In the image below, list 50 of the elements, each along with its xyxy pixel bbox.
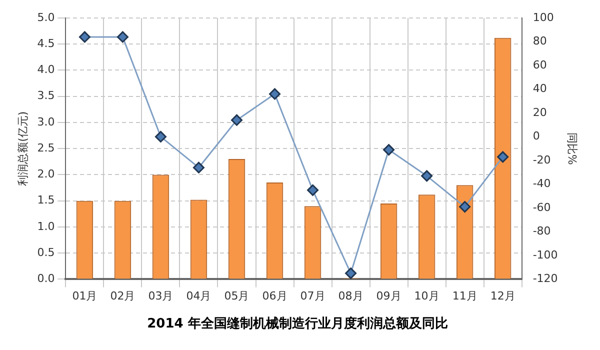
y-tick-label: 1.5	[37, 194, 55, 207]
y-axis-title: 利润总额(亿元)	[16, 111, 30, 186]
y2-axis-title: 同比%	[566, 132, 579, 165]
text: 2014 年全国缝制机械制造行业月度利润总额及同比	[147, 316, 448, 332]
x-tick-label: 07月	[300, 290, 326, 303]
x-tick-label: 05月	[224, 290, 250, 303]
point	[154, 130, 166, 142]
y-tick-label: 2.0	[37, 168, 55, 181]
y-tick-label: 5.0	[37, 10, 55, 24]
point	[307, 184, 319, 196]
x-tick-label: 03月	[148, 290, 174, 303]
y2-tick-label: -20	[532, 153, 551, 166]
y2-tick-label: -100	[532, 248, 558, 262]
y-tick-label: 1.0	[37, 220, 55, 233]
y-tick-label: 0.5	[37, 246, 55, 259]
y-tick-label: 4.0	[37, 63, 55, 76]
y2-tick-label: -40	[532, 177, 551, 190]
point	[497, 151, 509, 163]
y-tick-label: 4.5	[37, 36, 55, 50]
y2-tick-label: -60	[532, 200, 551, 214]
y2-tick-label: 20	[532, 106, 547, 119]
y-tick-label: 3.0	[37, 115, 55, 128]
point	[383, 144, 395, 156]
x-tick-label: 06月	[262, 290, 288, 303]
y2-tick-label: -80	[532, 224, 551, 238]
y2-tick-label: 40	[532, 82, 547, 96]
x-tick-label: 02月	[110, 290, 136, 303]
x-tick-label: 11月	[452, 290, 478, 303]
point	[421, 170, 433, 182]
y-tick-label: 0.0	[37, 272, 55, 286]
y-tick-label: 3.5	[37, 89, 55, 102]
y2-tick-label: 80	[532, 34, 547, 48]
x-tick-label: 08月	[338, 290, 364, 303]
point	[345, 268, 357, 280]
point	[459, 201, 471, 213]
x-tick-label: 12月	[490, 290, 516, 303]
y2-tick-label: 0	[532, 130, 540, 143]
y2-tick-label: 100	[532, 10, 554, 24]
y-tick-label: 2.5	[37, 141, 55, 154]
x-tick-label: 04月	[186, 290, 212, 303]
point	[78, 31, 90, 43]
point	[230, 114, 242, 126]
x-tick-label: 10月	[414, 290, 440, 303]
point	[116, 31, 128, 43]
x-tick-label: 09月	[376, 290, 402, 303]
point	[192, 162, 204, 174]
y2-tick-label: -120	[532, 272, 558, 286]
x-tick-label: 01月	[72, 290, 98, 303]
y2-tick-label: 60	[532, 58, 547, 72]
point	[269, 88, 281, 100]
